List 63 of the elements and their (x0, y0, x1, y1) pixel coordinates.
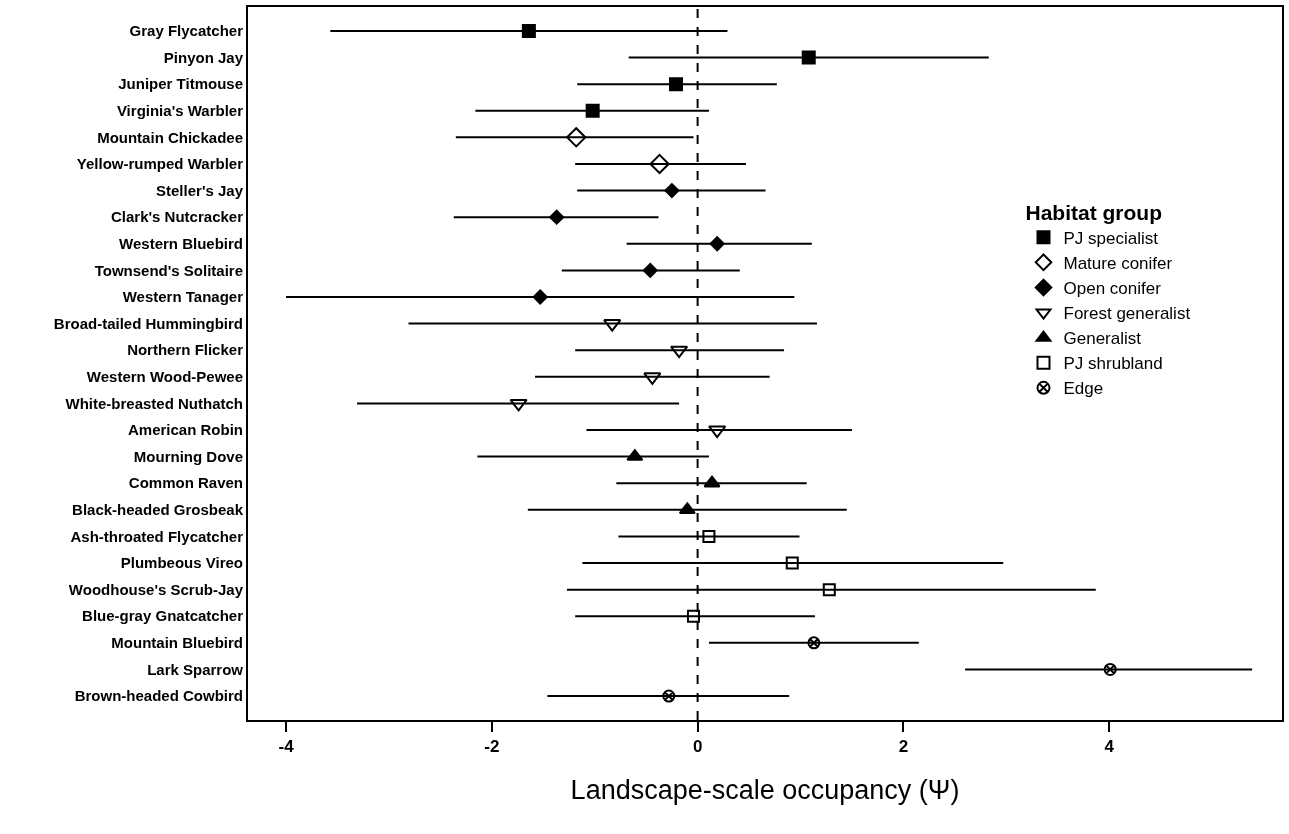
y-tick-label: Western Tanager (122, 288, 244, 306)
point (708, 425, 727, 439)
y-tick-label: Black-headed Grosbeak (72, 501, 244, 519)
y-tick-label: Ash-throated Flycatcher (70, 527, 244, 545)
x-tick-label: -4 (278, 737, 295, 757)
y-tick-label: Northern Flicker (127, 341, 244, 359)
point (664, 183, 680, 199)
x-tick-label: 4 (1104, 737, 1115, 757)
point (669, 77, 683, 92)
y-tick-label: Townsend's Solitaire (94, 261, 243, 279)
y-tick-label: Mourning Dove (133, 447, 243, 465)
point (532, 289, 548, 305)
legend-label: Open conifer (1063, 279, 1162, 299)
point (649, 153, 670, 175)
y-tick-label: Clark's Nutcracker (111, 208, 244, 226)
y-tick-label: Mountain Chickadee (97, 128, 243, 146)
point (521, 23, 536, 38)
legend-label: Mature conifer (1063, 253, 1173, 273)
y-tick-label: Woodhouse's Scrub-Jay (68, 580, 244, 598)
y-tick-label: Juniper Titmouse (118, 75, 243, 93)
point (709, 236, 725, 252)
point (822, 583, 836, 597)
y-tick-label: Blue-gray Gnatcatcher (82, 607, 244, 625)
legend-title: Habitat group (1025, 200, 1162, 224)
y-tick-label: Steller's Jay (156, 181, 244, 199)
y-tick-label: Gray Flycatcher (129, 22, 244, 40)
x-tick-label: 2 (898, 737, 909, 757)
point (801, 50, 816, 65)
point (566, 127, 587, 148)
point (549, 209, 565, 225)
legend-label: Forest generalist (1063, 304, 1191, 324)
x-axis-title: Landscape-scale occupancy (Ψ) (570, 775, 960, 806)
y-tick-label: Lark Sparrow (147, 660, 244, 678)
point (702, 529, 716, 543)
point (509, 398, 528, 412)
point (670, 345, 689, 359)
y-tick-label: Pinyon Jay (163, 48, 244, 66)
y-tick-label: White-breasted Nuthatch (65, 394, 243, 412)
y-tick-label: Western Wood-Pewee (86, 368, 243, 386)
y-tick-label: Brown-headed Cowbird (74, 687, 243, 705)
legend-label: PJ shrubland (1063, 354, 1163, 374)
y-tick-label: Virginia's Warbler (116, 102, 244, 120)
point (686, 609, 700, 623)
y-tick-label: Plumbeous Vireo (120, 554, 243, 572)
y-tick-label: Broad-tailed Hummingbird (53, 314, 243, 332)
legend-label: Generalist (1063, 329, 1142, 349)
x-tick-label: 0 (692, 737, 703, 757)
point (678, 502, 696, 515)
point (642, 262, 658, 278)
y-tick-label: Common Raven (128, 474, 243, 492)
x-tick-label: -2 (484, 737, 500, 757)
point (703, 475, 721, 488)
point (585, 103, 600, 118)
y-tick-label: Mountain Bluebird (111, 634, 243, 652)
point (807, 636, 821, 650)
y-tick-label: Western Bluebird (119, 235, 243, 253)
y-tick-label: American Robin (127, 421, 243, 439)
point (785, 556, 799, 570)
y-tick-label: Yellow-rumped Warbler (76, 155, 244, 173)
legend-label: Edge (1063, 379, 1104, 399)
legend-label: PJ specialist (1063, 228, 1159, 248)
point (662, 689, 676, 703)
point (1103, 662, 1117, 676)
